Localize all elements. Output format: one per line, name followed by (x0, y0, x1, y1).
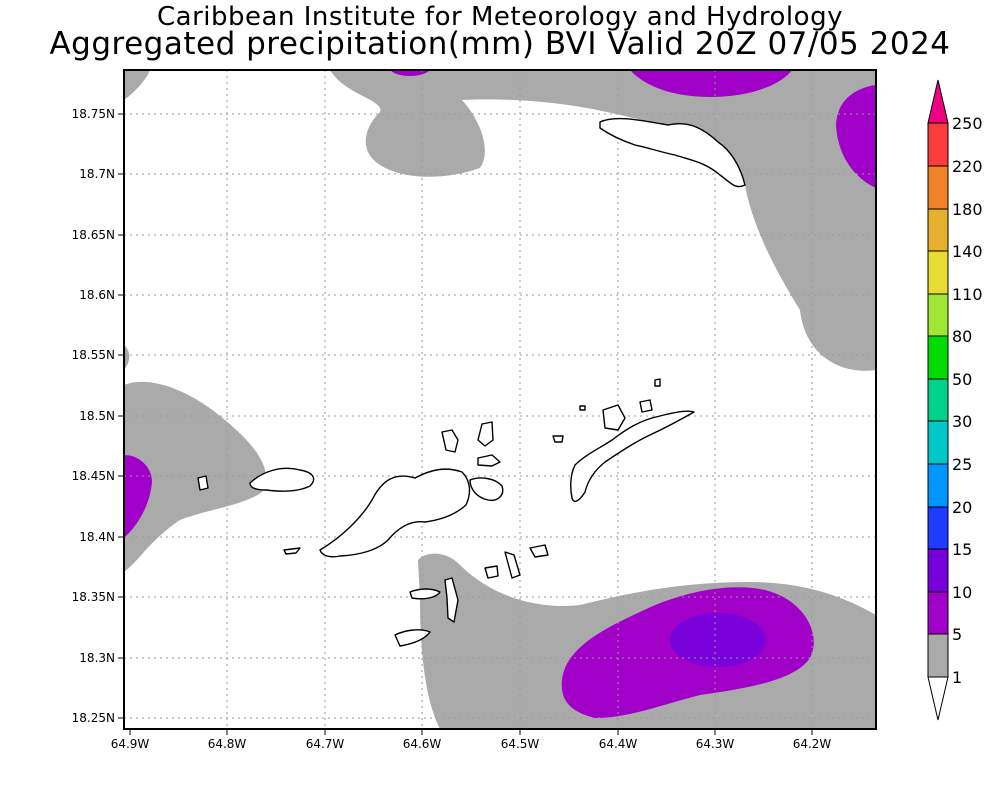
colorbar-segment (927, 633, 949, 678)
colorbar-label: 220 (952, 157, 983, 176)
colorbar-segment (927, 591, 949, 635)
colorbar-segment (927, 335, 949, 380)
lat-label: 18.3N (79, 651, 115, 665)
colorbar-label: 110 (952, 285, 983, 304)
colorbar-segment (927, 208, 949, 252)
precip-area-west-top (124, 70, 150, 100)
colorbar-tip-bottom (927, 676, 949, 721)
colorbar-label: 140 (952, 242, 983, 261)
product-title: Aggregated precipitation(mm) BVI Valid 2… (49, 26, 951, 62)
island-cooper (444, 577, 459, 623)
lat-label: 18.45N (72, 469, 115, 483)
lat-label: 18.6N (79, 288, 115, 302)
colorbar-label: 20 (952, 498, 972, 517)
colorbar-label: 80 (952, 327, 972, 346)
colorbar-segment (927, 165, 949, 210)
colorbar-label: 30 (952, 412, 972, 431)
island-scrub (469, 477, 504, 502)
island-outlines (197, 117, 746, 647)
map-frame (123, 69, 877, 730)
lon-label: 64.2W (793, 737, 832, 751)
colorbar-segment (927, 122, 949, 167)
island-tortola (319, 468, 471, 558)
island-ginger (484, 565, 499, 579)
precip-area-west-mid (124, 345, 130, 370)
island-jost-van-dyke (249, 467, 315, 492)
precip-area-west (124, 381, 267, 572)
lat-label: 18.35N (72, 590, 115, 604)
island-great-camanoe (441, 429, 459, 453)
colorbar-label: 25 (952, 455, 972, 474)
lon-label: 64.7W (306, 737, 345, 751)
island-marina-cay (552, 435, 564, 443)
island-virgin-gorda-north (602, 404, 626, 431)
precip-area-east (836, 85, 876, 188)
lat-label: 18.75N (72, 107, 115, 121)
lat-label: 18.4N (79, 530, 115, 544)
island-necker (654, 378, 661, 387)
precip-field (124, 70, 876, 729)
precip-area-top-center (389, 70, 431, 76)
colorbar-segment (927, 420, 949, 465)
lon-label: 64.5W (501, 737, 540, 751)
grid-lines (124, 70, 876, 729)
lon-label: 64.3W (696, 737, 735, 751)
lon-label: 64.4W (599, 737, 638, 751)
colorbar-labels: 1 5 10 15 20 25 30 50 80 110 140 180 220… (952, 114, 983, 687)
colorbar-label: 50 (952, 370, 972, 389)
lon-label: 64.8W (208, 737, 247, 751)
island-little-thatch (197, 475, 209, 491)
island-anegada (599, 117, 746, 188)
island-guana (477, 421, 494, 447)
colorbar-tip-top (927, 79, 949, 124)
island-virgin-gorda (570, 410, 695, 502)
colorbar-segment (927, 548, 949, 593)
island-frenchman-cay (283, 547, 301, 555)
colorbar-label: 250 (952, 114, 983, 133)
lat-label: 18.65N (72, 228, 115, 242)
colorbar-label: 15 (952, 540, 972, 559)
lat-label: 18.55N (72, 348, 115, 362)
colorbar-label: 10 (952, 583, 972, 602)
colorbar-segment (927, 293, 949, 337)
precip-area-top (330, 70, 876, 371)
colorbar-segment (927, 250, 949, 295)
island-peter (409, 588, 441, 600)
lon-label: 64.6W (403, 737, 442, 751)
island-norman (394, 629, 431, 647)
lat-label: 18.7N (79, 167, 115, 181)
colorbar-segment (927, 378, 949, 422)
island-beef (477, 454, 501, 467)
precip-area-core (670, 613, 766, 667)
institute-title: Caribbean Institute for Meteorology and … (157, 2, 843, 32)
colorbar-label: 180 (952, 200, 983, 219)
colorbar-label: 5 (952, 625, 962, 644)
lon-label: 64.9W (111, 737, 150, 751)
colorbar (927, 79, 949, 721)
longitude-axis: 64.9W 64.8W 64.7W 64.6W 64.5W 64.4W 64.3… (111, 729, 832, 751)
lat-label: 18.25N (72, 711, 115, 725)
island-fallen-jerusalem (504, 551, 521, 579)
lat-label: 18.5N (79, 409, 115, 423)
island-salt (529, 544, 549, 558)
colorbar-label: 1 (952, 668, 962, 687)
colorbar-segment (927, 463, 949, 508)
island-dog-islands (579, 405, 586, 411)
island-mosquito (639, 399, 653, 413)
colorbar-segment (927, 506, 949, 550)
precip-area-top-right (630, 70, 792, 97)
latitude-axis: 18.75N 18.7N 18.65N 18.6N 18.55N 18.5N 1… (72, 107, 124, 725)
